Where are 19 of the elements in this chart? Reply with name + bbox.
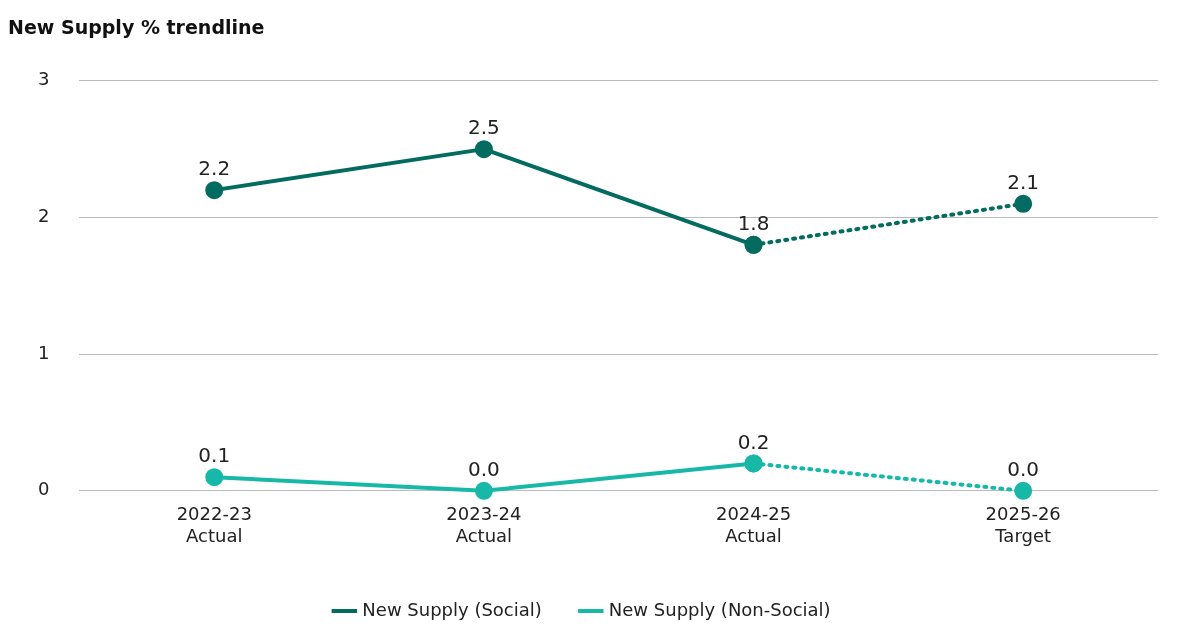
data-label: 2.1	[1007, 170, 1040, 194]
chart-title: New Supply % trendline	[8, 16, 265, 39]
data-label: 0.0	[1007, 457, 1040, 481]
y-tick-label: 3	[38, 68, 50, 90]
x-tick-label: 2025-26 Target	[985, 503, 1061, 546]
data-label: 0.0	[468, 457, 500, 481]
y-tick-label: 0	[38, 478, 50, 500]
y-tick-label: 1	[38, 341, 50, 363]
data-label: 1.8	[737, 211, 770, 235]
x-tick-label: 2023-24 Actual	[446, 503, 522, 546]
legend-label: New Supply (Non-Social)	[608, 598, 831, 620]
x-tick-label: 2022-23 Actual	[176, 503, 252, 546]
data-label: 2.5	[468, 115, 500, 140]
data-label: 0.1	[198, 443, 231, 468]
data-label: 2.2	[198, 156, 231, 181]
data-label: 0.2	[737, 429, 770, 454]
x-tick-label: 2024-25 Actual	[715, 503, 792, 546]
legend-label: New Supply (Social)	[362, 598, 542, 620]
y-tick-label: 2	[38, 205, 50, 227]
